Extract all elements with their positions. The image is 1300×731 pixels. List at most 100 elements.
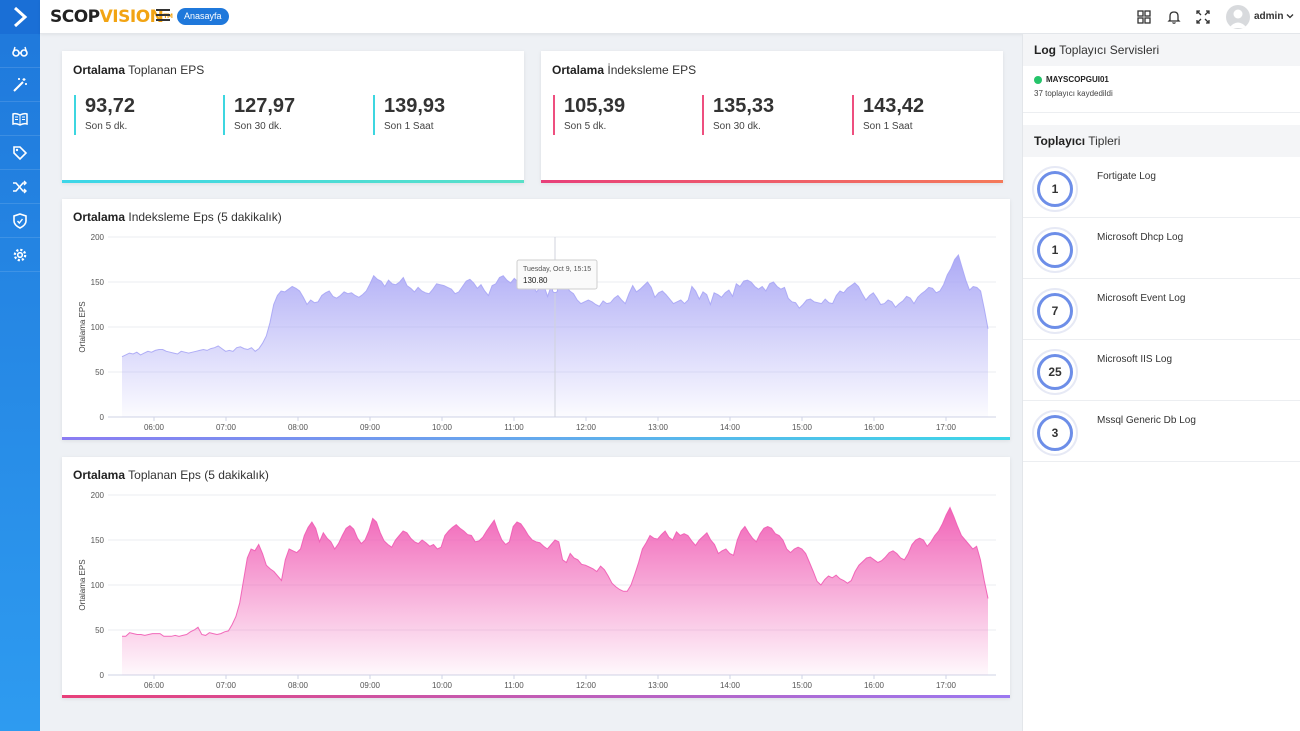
card-title: Ortalama İndeksleme EPS xyxy=(552,63,697,77)
x-tick-label: 16:00 xyxy=(864,681,885,690)
series-area xyxy=(122,507,988,675)
tooltip-value: 130.80 xyxy=(523,276,548,285)
shield-icon xyxy=(13,212,27,229)
x-tick-label: 10:00 xyxy=(432,423,453,432)
collector-type-item[interactable]: 7 Microsoft Event Log xyxy=(1023,279,1300,340)
y-tick-label: 200 xyxy=(91,233,105,242)
count-ring: 1 xyxy=(1032,227,1078,273)
collector-service-item[interactable]: MAYSCOPGUI01 37 toplayıcı kaydedildi xyxy=(1023,66,1300,113)
sidebar-item-tags[interactable] xyxy=(0,136,40,170)
sidebar-item-docs[interactable] xyxy=(0,102,40,136)
grid-icon[interactable] xyxy=(1136,9,1152,25)
y-axis-label: Ortalama EPS xyxy=(78,301,87,352)
series-line xyxy=(122,506,989,637)
x-tick-label: 12:00 xyxy=(576,681,597,690)
y-tick-label: 150 xyxy=(91,278,105,287)
menu-icon[interactable] xyxy=(156,9,170,23)
y-tick-label: 0 xyxy=(100,671,105,680)
glasses-icon xyxy=(12,46,28,57)
y-tick-label: 50 xyxy=(95,626,104,635)
x-tick-label: 13:00 xyxy=(648,681,669,690)
count-ring: 1 xyxy=(1032,166,1078,212)
collector-types-header: Toplayıcı Tipleri xyxy=(1023,125,1300,157)
chevron-down-icon xyxy=(1286,14,1294,19)
gear-icon xyxy=(13,248,27,261)
y-axis-label: Ortalama EPS xyxy=(78,559,87,610)
collector-type-name: Microsoft Dhcp Log xyxy=(1097,232,1184,243)
x-tick-label: 06:00 xyxy=(144,681,165,690)
x-tick-label: 06:00 xyxy=(144,423,165,432)
right-panel: Log Toplayıcı Servisleri MAYSCOPGUI01 37… xyxy=(1022,34,1300,731)
brand-part2: VISION xyxy=(99,7,164,27)
chart-accent-bar xyxy=(62,437,1010,440)
shuffle-icon xyxy=(13,180,27,193)
x-tick-label: 07:00 xyxy=(216,423,237,432)
y-tick-label: 100 xyxy=(91,581,105,590)
collector-services-header: Log Toplayıcı Servisleri xyxy=(1023,34,1300,66)
breadcrumb-home[interactable]: Anasayfa xyxy=(177,8,229,25)
sidebar-item-watch[interactable] xyxy=(0,34,40,68)
card-indexing-eps: Ortalama İndeksleme EPS 105,39 Son 5 dk. … xyxy=(541,51,1003,183)
sidebar-item-routing[interactable] xyxy=(0,170,40,204)
y-tick-label: 150 xyxy=(91,536,105,545)
fullscreen-icon[interactable] xyxy=(1195,9,1211,25)
brand-logo[interactable]: SCOPVISIONTM xyxy=(50,7,173,27)
y-tick-label: 200 xyxy=(91,491,105,500)
avatar[interactable] xyxy=(1226,5,1250,29)
x-tick-label: 17:00 xyxy=(936,423,957,432)
service-name: MAYSCOPGUI01 xyxy=(1046,75,1109,84)
tooltip-date: Tuesday, Oct 9, 15:15 xyxy=(523,266,591,273)
metric-1hour: 139,93 Son 1 Saat xyxy=(373,95,445,135)
sidebar-item-settings[interactable] xyxy=(0,238,40,272)
collector-type-name: Mssql Generic Db Log xyxy=(1097,415,1196,426)
count-badge: 1 xyxy=(1037,171,1073,207)
x-tick-label: 07:00 xyxy=(216,681,237,690)
x-tick-label: 11:00 xyxy=(504,681,524,690)
indexing-eps-chart: 0 50 100 150 200 Ortalama EPS 06:00 07:00 08:00 0… xyxy=(78,233,996,432)
metric-5min: 93,72 Son 5 dk. xyxy=(74,95,135,135)
chart-card-indexing: Ortalama Indeksleme Eps (5 dakikalık) 0 5… xyxy=(62,199,1010,440)
chart-card-collected: Ortalama Toplanan Eps (5 dakikalık) 0 50 1… xyxy=(62,457,1010,698)
collector-type-item[interactable]: 1 Fortigate Log xyxy=(1023,157,1300,218)
collector-type-name: Fortigate Log xyxy=(1097,171,1156,182)
sidebar-item-wizard[interactable] xyxy=(0,68,40,102)
collector-type-name: Microsoft IIS Log xyxy=(1097,354,1173,365)
service-subtitle: 37 toplayıcı kaydedildi xyxy=(1034,89,1113,98)
x-tick-label: 08:00 xyxy=(288,681,309,690)
count-ring: 7 xyxy=(1032,288,1078,334)
user-name: admin xyxy=(1254,11,1284,22)
tag-icon xyxy=(13,145,28,160)
sidebar xyxy=(0,0,40,731)
collector-type-item[interactable]: 1 Microsoft Dhcp Log xyxy=(1023,218,1300,279)
x-tick-label: 16:00 xyxy=(864,423,885,432)
count-badge: 1 xyxy=(1037,232,1073,268)
status-dot xyxy=(1034,75,1042,84)
x-tick-label: 17:00 xyxy=(936,681,957,690)
sidebar-item-security[interactable] xyxy=(0,204,40,238)
y-tick-label: 50 xyxy=(95,368,104,377)
topbar: SCOPVISIONTM Anasayfa admin xyxy=(40,0,1300,34)
collector-type-item[interactable]: 25 Microsoft IIS Log xyxy=(1023,340,1300,401)
y-tick-label: 0 xyxy=(100,413,105,422)
collector-type-item[interactable]: 3 Mssql Generic Db Log xyxy=(1023,401,1300,462)
metric-30min: 127,97 Son 30 dk. xyxy=(223,95,295,135)
magic-wand-icon xyxy=(13,77,27,92)
user-menu[interactable]: admin xyxy=(1254,11,1294,22)
brand-tm: TM xyxy=(163,13,173,20)
x-tick-label: 09:00 xyxy=(360,681,381,690)
x-tick-label: 13:00 xyxy=(648,423,669,432)
x-tick-label: 15:00 xyxy=(792,423,813,432)
card-collected-eps: Ortalama Toplanan EPS 93,72 Son 5 dk. 127… xyxy=(62,51,524,183)
x-tick-label: 14:00 xyxy=(720,681,741,690)
brand-part1: SCOP xyxy=(50,7,100,27)
bell-icon[interactable] xyxy=(1166,9,1182,25)
card-accent-bar xyxy=(541,180,1003,183)
logo-chevron-icon xyxy=(13,7,28,27)
count-badge: 25 xyxy=(1037,354,1073,390)
chart-accent-bar xyxy=(62,695,1010,698)
sidebar-logo[interactable] xyxy=(0,0,40,34)
x-tick-label: 10:00 xyxy=(432,681,453,690)
tooltip-box xyxy=(516,259,598,290)
count-ring: 3 xyxy=(1032,410,1078,456)
chart-title: Ortalama Indeksleme Eps (5 dakikalık) xyxy=(73,210,282,224)
